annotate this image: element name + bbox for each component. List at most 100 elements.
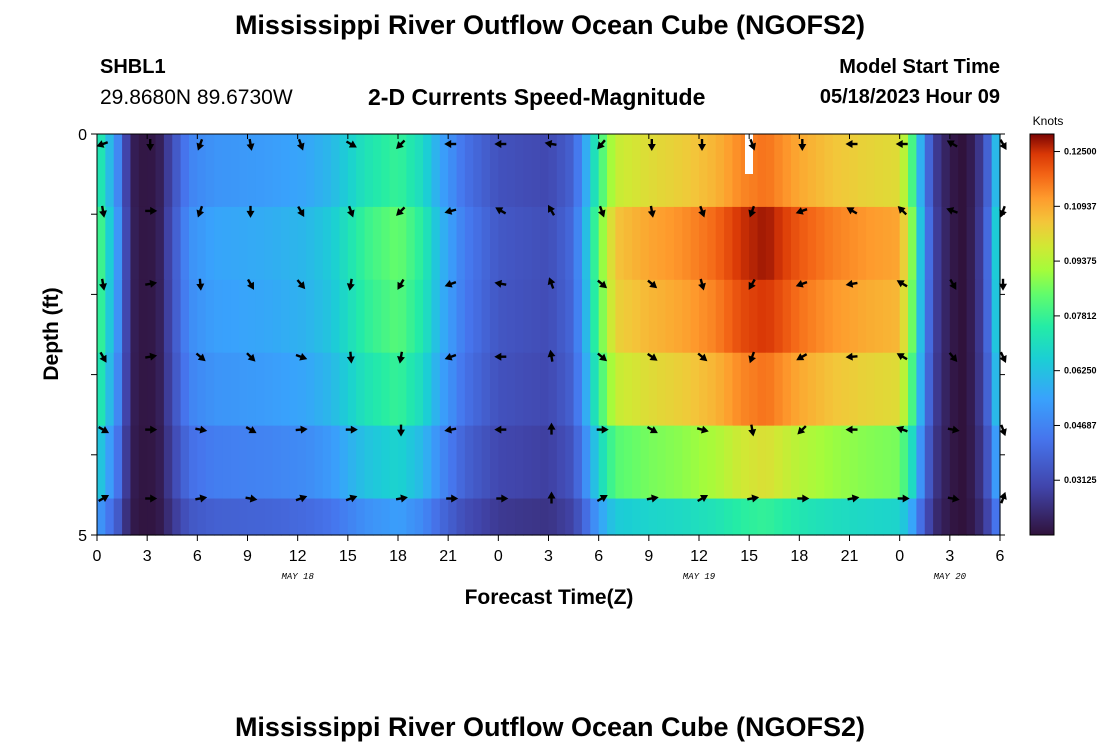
x-tick-label: 18: [389, 548, 407, 565]
x-tick-label: 0: [895, 548, 904, 565]
x-tick-label: 15: [339, 548, 357, 565]
heatmap-cell: [122, 206, 132, 281]
vector-arrow: [597, 352, 608, 362]
heatmap-cell: [523, 498, 533, 536]
heatmap-cell: [489, 498, 499, 536]
vector-arrow: [345, 425, 358, 434]
heatmap-cell: [816, 498, 826, 536]
vector-arrow: [397, 351, 405, 364]
heatmap-cell: [264, 352, 274, 427]
x-tick-label: 0: [93, 548, 102, 565]
vector-head: [751, 494, 760, 503]
vector-head: [246, 143, 255, 151]
heatmap-cell: [958, 498, 968, 536]
vector-arrow: [98, 495, 110, 503]
heatmap-cell: [264, 206, 274, 281]
heatmap-cell: [983, 352, 993, 427]
heatmap-cell: [431, 352, 441, 427]
vector-head: [346, 356, 355, 364]
heatmap-cell: [414, 206, 424, 281]
vector-head: [700, 425, 709, 434]
heatmap-cell: [356, 425, 366, 500]
vector-head: [149, 279, 158, 288]
heatmap-cell: [707, 498, 717, 536]
vector-arrow: [896, 280, 908, 288]
heatmap-cell: [439, 498, 449, 536]
heatmap-cell: [481, 498, 491, 536]
heatmap-cell: [740, 206, 750, 281]
vector-arrow: [145, 279, 158, 288]
heatmap-cell: [774, 279, 784, 354]
heatmap-cell: [607, 425, 616, 500]
heatmap-cell: [147, 498, 157, 536]
heatmap-cell: [297, 498, 307, 536]
heatmap-cell: [673, 498, 683, 536]
heatmap-cell: [197, 206, 207, 281]
heatmap-cell: [841, 279, 851, 354]
vector-head: [199, 425, 208, 434]
heatmap-cell: [665, 134, 675, 208]
heatmap-cell: [891, 352, 901, 427]
heatmap-cell: [665, 498, 675, 536]
heatmap-cell: [573, 206, 583, 281]
heatmap-cell: [414, 279, 424, 354]
heatmap-cell: [205, 206, 215, 281]
vector-head: [150, 206, 158, 215]
heatmap-cell: [715, 134, 725, 208]
heatmap-cell: [113, 279, 123, 354]
vector-arrow: [494, 425, 507, 434]
heatmap-cell: [899, 352, 909, 427]
heatmap-cell: [155, 206, 165, 281]
heatmap-cell: [640, 352, 650, 427]
vector-head: [248, 426, 257, 434]
heatmap-cell: [849, 352, 859, 427]
heatmap-cell: [640, 279, 650, 354]
heatmap-cell: [774, 206, 784, 281]
heatmap-cell: [590, 279, 600, 354]
vector-head: [748, 281, 756, 290]
vector-arrow: [748, 351, 756, 364]
heatmap-cell: [389, 498, 399, 536]
heatmap-cell: [874, 206, 884, 281]
heatmap-cell: [740, 498, 750, 536]
heatmap-cell: [816, 425, 826, 500]
heatmap-cell: [657, 498, 667, 536]
vector-arrow: [845, 352, 858, 361]
heatmap-cell: [916, 498, 926, 536]
x-tick-label: 21: [841, 548, 859, 565]
heatmap-cell: [724, 206, 734, 281]
heatmap-cell: [331, 352, 341, 427]
heatmap-cell: [97, 206, 106, 281]
heatmap-cell: [272, 498, 282, 536]
vector-head: [895, 140, 903, 148]
heatmap-cell: [615, 134, 625, 208]
heatmap-cell: [699, 425, 708, 500]
heatmap-cell: [188, 279, 198, 354]
heatmap-cell: [949, 279, 959, 354]
heatmap-cell: [356, 498, 366, 536]
heatmap-cell: [882, 134, 892, 208]
heatmap-cell: [682, 352, 692, 427]
heatmap-cell: [306, 425, 315, 500]
heatmap-cell: [339, 279, 349, 354]
heatmap-cell: [958, 279, 968, 354]
heatmap-cell: [857, 134, 867, 208]
vector-arrow: [748, 424, 757, 437]
heatmap-cell: [941, 206, 951, 281]
heatmap-cell: [866, 498, 876, 536]
vector-head: [547, 349, 556, 358]
heatmap-cell: [398, 279, 407, 354]
heatmap-cell: [640, 134, 650, 208]
heatmap-cell: [389, 206, 399, 281]
heatmap-cell: [841, 498, 851, 536]
heatmap-cell: [389, 352, 399, 427]
vector-arrow: [444, 140, 457, 148]
heatmap-cell: [581, 206, 591, 281]
vector-head: [444, 352, 453, 361]
page-title: Mississippi River Outflow Ocean Cube (NG…: [234, 10, 866, 40]
heatmap-cell: [807, 498, 817, 536]
heatmap-cell: [239, 498, 249, 536]
vector-head: [698, 282, 706, 291]
heatmap-cell: [974, 206, 984, 281]
